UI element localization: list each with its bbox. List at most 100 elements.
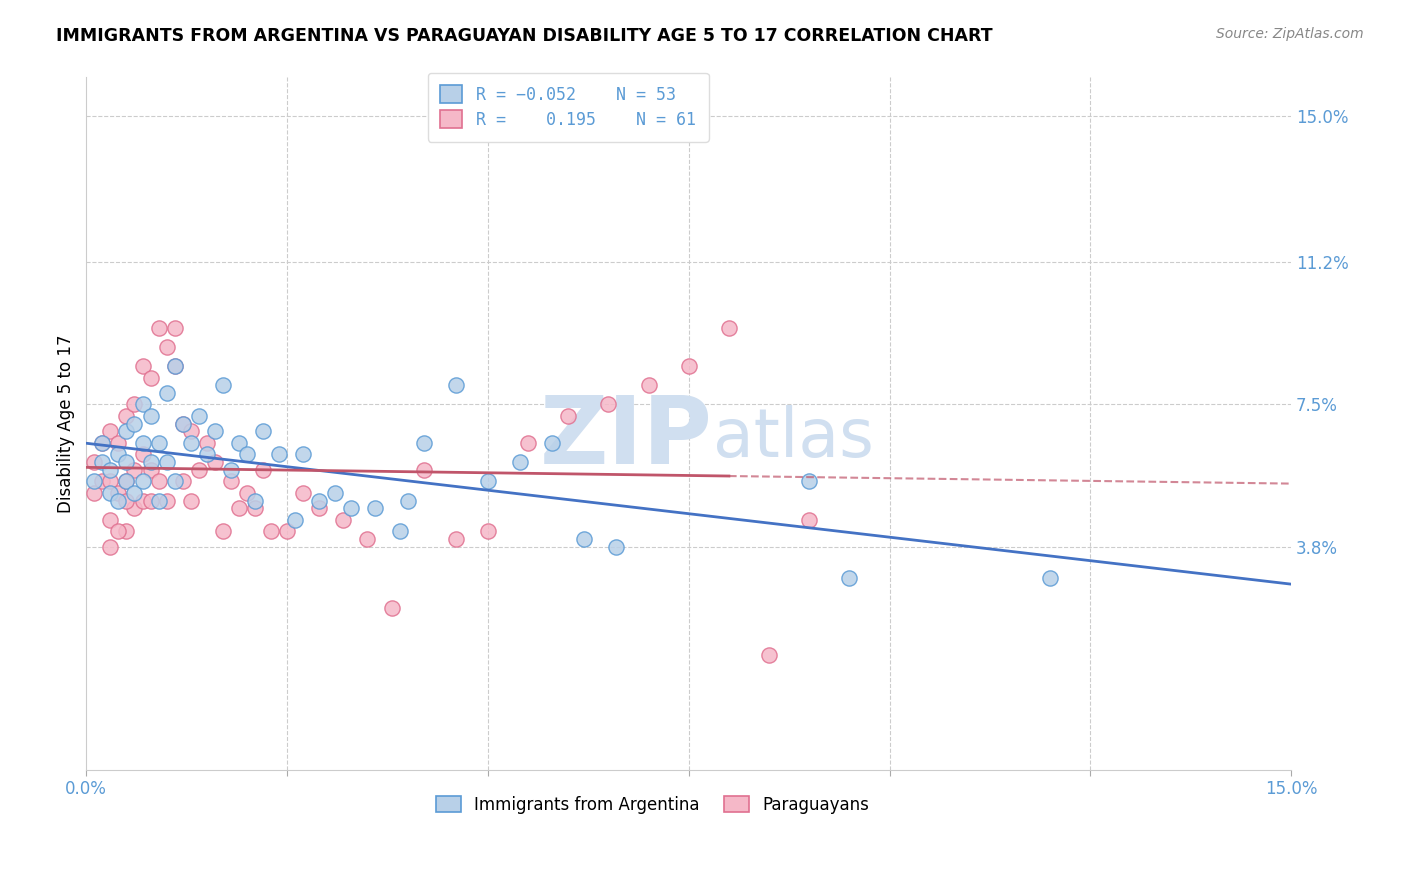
Point <box>107 448 129 462</box>
Point <box>323 486 346 500</box>
Point <box>139 370 162 384</box>
Point <box>107 436 129 450</box>
Point <box>412 436 434 450</box>
Point <box>444 532 467 546</box>
Text: Source: ZipAtlas.com: Source: ZipAtlas.com <box>1216 27 1364 41</box>
Point <box>148 320 170 334</box>
Point <box>211 378 233 392</box>
Point <box>156 455 179 469</box>
Point <box>115 524 138 539</box>
Point <box>100 540 122 554</box>
Point <box>292 448 315 462</box>
Point <box>107 493 129 508</box>
Point <box>243 501 266 516</box>
Point <box>139 409 162 423</box>
Point <box>100 475 122 489</box>
Point <box>115 493 138 508</box>
Point <box>678 359 700 373</box>
Point <box>156 386 179 401</box>
Text: IMMIGRANTS FROM ARGENTINA VS PARAGUAYAN DISABILITY AGE 5 TO 17 CORRELATION CHART: IMMIGRANTS FROM ARGENTINA VS PARAGUAYAN … <box>56 27 993 45</box>
Point <box>172 417 194 431</box>
Point <box>380 601 402 615</box>
Point <box>131 475 153 489</box>
Point <box>83 475 105 489</box>
Point <box>444 378 467 392</box>
Point <box>412 463 434 477</box>
Point <box>91 475 114 489</box>
Point <box>115 425 138 439</box>
Point <box>308 501 330 516</box>
Point <box>195 448 218 462</box>
Point <box>799 475 821 489</box>
Point <box>517 436 540 450</box>
Point <box>219 475 242 489</box>
Point <box>115 475 138 489</box>
Point <box>131 359 153 373</box>
Point <box>180 436 202 450</box>
Point <box>131 397 153 411</box>
Point <box>115 455 138 469</box>
Point <box>396 493 419 508</box>
Point <box>131 448 153 462</box>
Point <box>187 409 209 423</box>
Text: atlas: atlas <box>713 405 873 471</box>
Point <box>1039 571 1062 585</box>
Point <box>541 436 564 450</box>
Point <box>219 463 242 477</box>
Point <box>172 475 194 489</box>
Point <box>340 501 363 516</box>
Point <box>477 524 499 539</box>
Point <box>637 378 659 392</box>
Point <box>308 493 330 508</box>
Point <box>131 493 153 508</box>
Point <box>758 648 780 662</box>
Point <box>91 436 114 450</box>
Point <box>332 513 354 527</box>
Point <box>717 320 740 334</box>
Point <box>605 540 627 554</box>
Point <box>107 486 129 500</box>
Point <box>243 493 266 508</box>
Point <box>124 486 146 500</box>
Point <box>163 359 186 373</box>
Point <box>204 455 226 469</box>
Point <box>100 463 122 477</box>
Point <box>124 397 146 411</box>
Point <box>115 475 138 489</box>
Point <box>124 417 146 431</box>
Point <box>163 359 186 373</box>
Point <box>574 532 596 546</box>
Point <box>228 501 250 516</box>
Point <box>509 455 531 469</box>
Point <box>356 532 378 546</box>
Point <box>83 455 105 469</box>
Point <box>100 486 122 500</box>
Point <box>131 436 153 450</box>
Point <box>236 448 259 462</box>
Point <box>148 436 170 450</box>
Point <box>284 513 307 527</box>
Point <box>139 455 162 469</box>
Point <box>91 455 114 469</box>
Point <box>236 486 259 500</box>
Point <box>260 524 283 539</box>
Point <box>838 571 860 585</box>
Point <box>187 463 209 477</box>
Point <box>156 493 179 508</box>
Point <box>100 513 122 527</box>
Point <box>139 463 162 477</box>
Point <box>388 524 411 539</box>
Point <box>211 524 233 539</box>
Point <box>124 501 146 516</box>
Point <box>252 425 274 439</box>
Point <box>276 524 298 539</box>
Point <box>115 409 138 423</box>
Point <box>139 493 162 508</box>
Point <box>557 409 579 423</box>
Point <box>107 524 129 539</box>
Point <box>292 486 315 500</box>
Point <box>91 436 114 450</box>
Point <box>148 493 170 508</box>
Point <box>163 320 186 334</box>
Point <box>172 417 194 431</box>
